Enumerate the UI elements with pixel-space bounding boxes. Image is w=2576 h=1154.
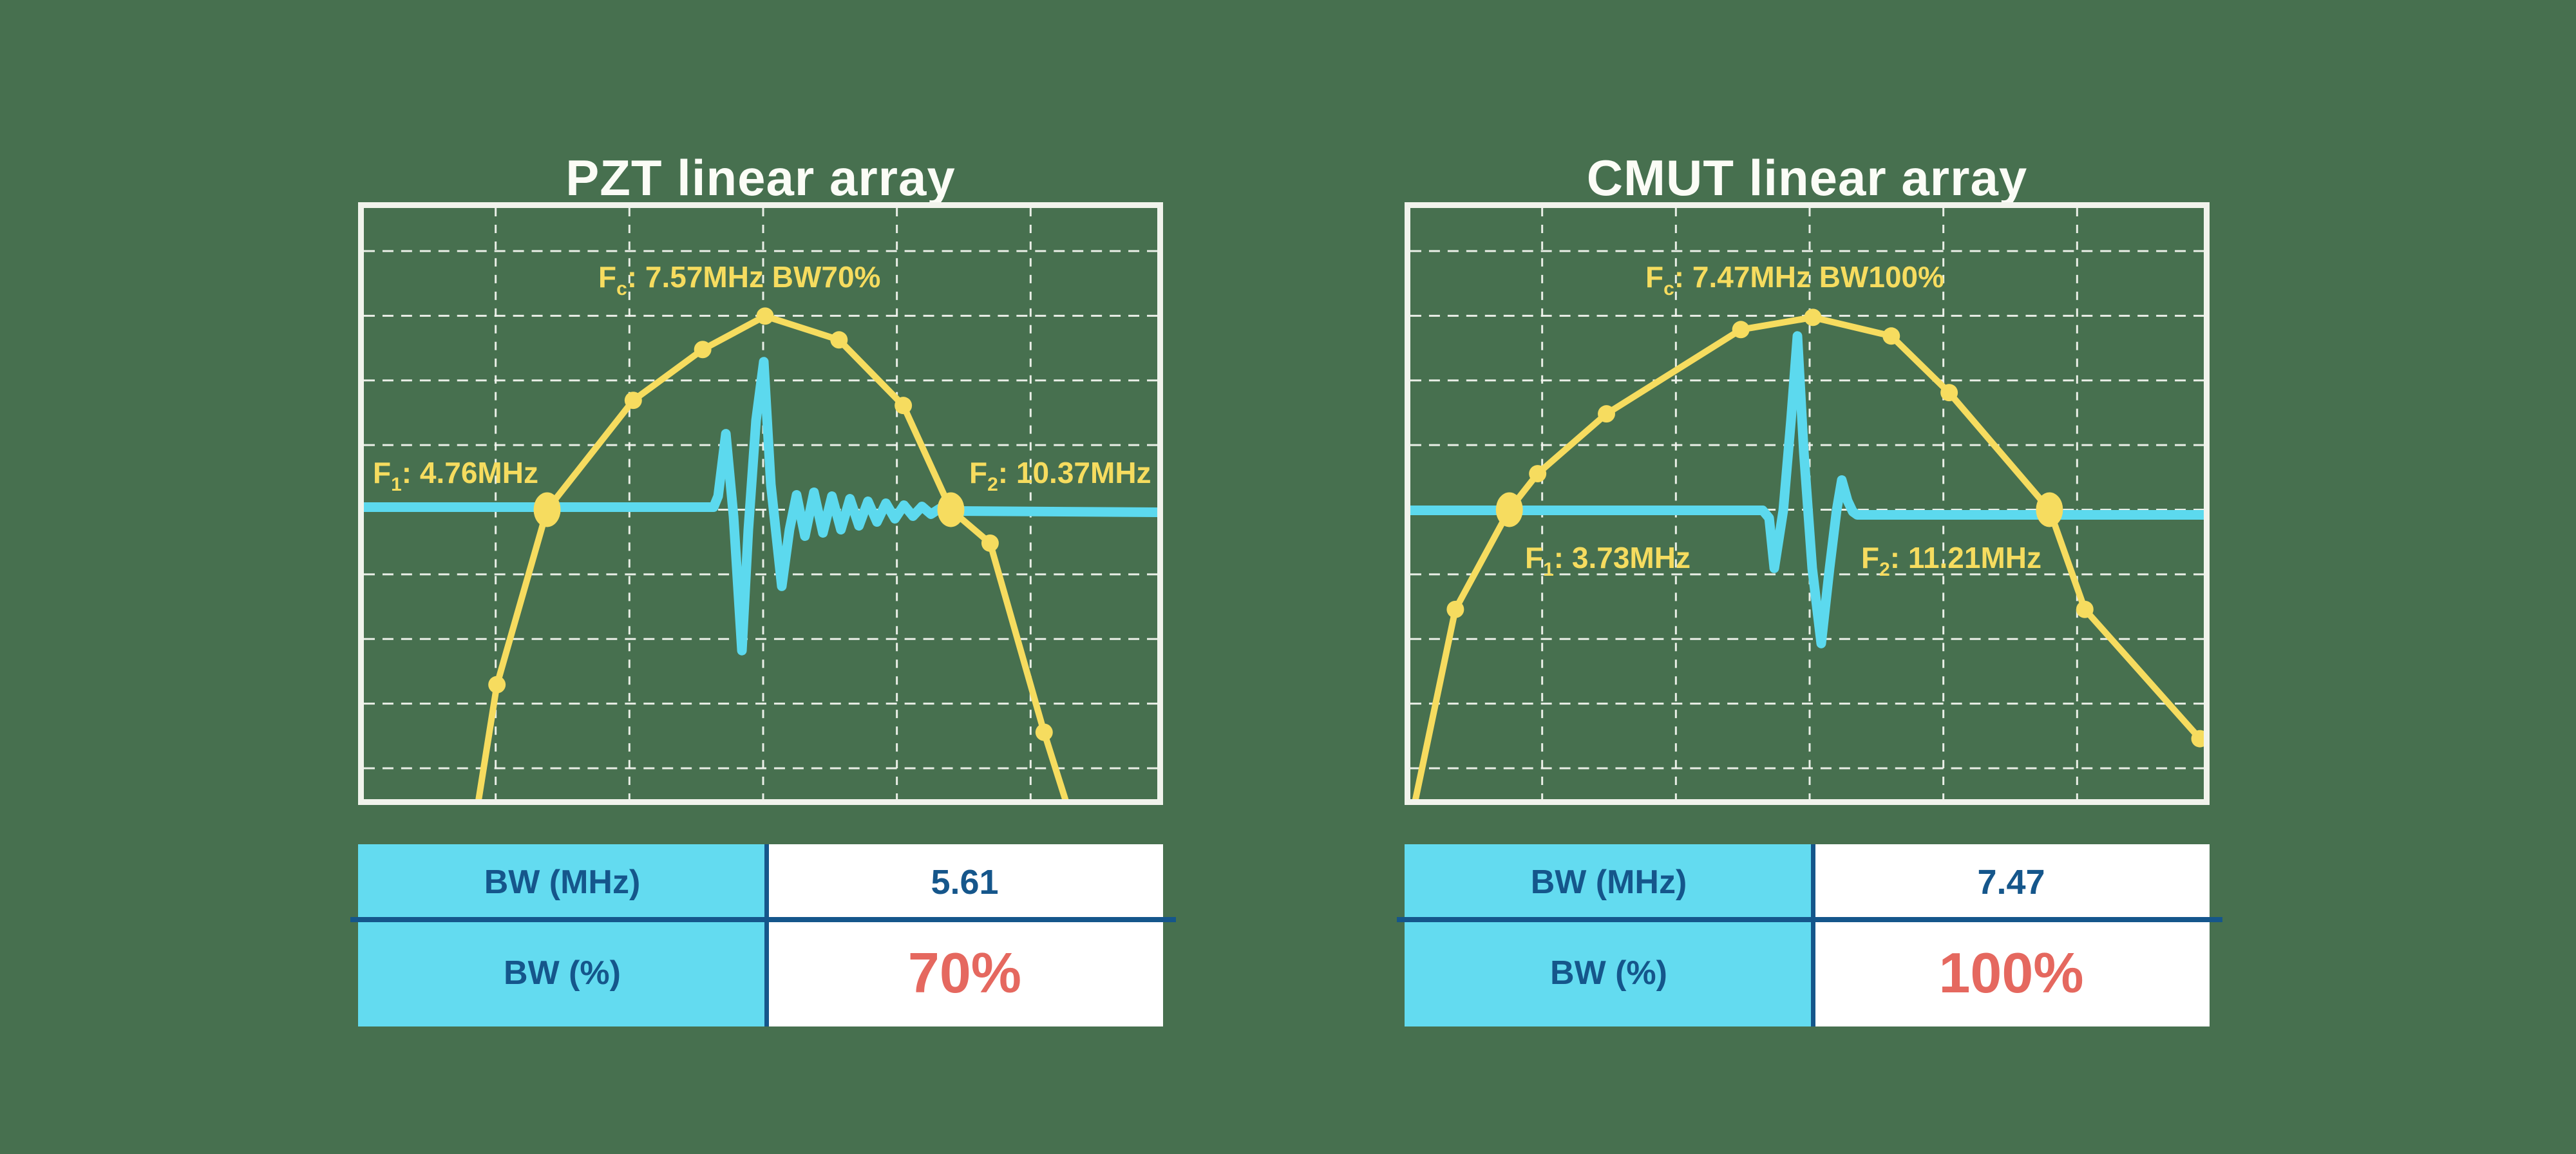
bw-mhz-value: 7.47: [1813, 844, 2210, 920]
cmut-fc-annotation: Fc: 7.47MHz BW100%: [1645, 260, 1945, 299]
bw-percent-label: BW (%): [358, 920, 766, 1026]
cmut-f1-annotation: F1: 3.73MHz: [1525, 541, 1690, 580]
f1-subscript: 1: [391, 474, 402, 495]
bw-percent-value: 70%: [766, 920, 1163, 1026]
pzt-bandwidth-table: BW (MHz) 5.61 BW (%) 70%: [350, 844, 1176, 1026]
spectrum-marker-dot: [1598, 405, 1615, 423]
crossing-marker-dot: [937, 492, 965, 527]
spectrum-marker-dot: [756, 307, 774, 325]
cmut-panel-title: CMUT linear array: [1586, 149, 2028, 206]
fc-value-text: : 7.47MHz BW100%: [1674, 260, 1945, 294]
crossing-marker-dot: [533, 492, 561, 527]
spectrum-curve: [475, 312, 1069, 799]
spectrum-marker-dot: [1804, 308, 1822, 326]
spectrum-marker-dot: [2076, 600, 2094, 618]
table-row: BW (%) 70%: [358, 920, 1163, 1026]
fc-symbol: F: [598, 260, 617, 294]
spectrum-marker-dot: [830, 331, 848, 349]
pzt-f2-annotation: F2: 10.37MHz: [969, 456, 1151, 495]
f2-subscript: 2: [987, 474, 998, 495]
pzt-spectrum-plot: [364, 208, 1157, 799]
crossing-marker-dot: [2036, 492, 2063, 527]
bw-mhz-label: BW (MHz): [1405, 844, 1813, 920]
pzt-chart: Fc: 7.57MHz BW70% F1: 4.76MHz F2: 10.37M…: [358, 202, 1163, 805]
spectrum-marker-dot: [1882, 327, 1900, 345]
fc-value-text: : 7.57MHz BW70%: [627, 260, 881, 294]
f1-value-text: : 4.76MHz: [401, 456, 538, 489]
table-row: BW (%) 100%: [1405, 920, 2210, 1026]
spectrum-marker-dot: [694, 341, 712, 359]
pzt-f1-annotation: F1: 4.76MHz: [373, 456, 538, 495]
f2-symbol: F: [969, 456, 988, 489]
f2-value-text: : 10.37MHz: [998, 456, 1151, 489]
spectrum-marker-dot: [1732, 321, 1750, 339]
bw-mhz-label: BW (MHz): [358, 844, 766, 920]
spectrum-marker-dot: [1529, 465, 1547, 483]
cmut-chart: Fc: 7.47MHz BW100% F1: 3.73MHz F2: 11.21…: [1405, 202, 2210, 805]
spectrum-marker-dot: [895, 397, 913, 415]
spectrum-marker-dot: [1035, 723, 1053, 741]
bw-percent-label: BW (%): [1405, 920, 1813, 1026]
pzt-fc-annotation: Fc: 7.57MHz BW70%: [598, 260, 881, 299]
pulse-waveform: [364, 357, 1157, 656]
table-column-divider: [1811, 844, 1815, 1026]
cmut-bandwidth-table: BW (MHz) 7.47 BW (%) 100%: [1397, 844, 2222, 1026]
spectrum-marker-dot: [1940, 384, 1958, 402]
f2-subscript: 2: [1879, 559, 1890, 580]
crossing-marker-dot: [1495, 492, 1523, 527]
spectrum-marker-dot: [981, 534, 999, 552]
pulse-waveform: [1410, 331, 2204, 648]
spectrum-marker-dot: [1446, 600, 1464, 618]
spectrum-curve: [1412, 314, 2204, 799]
fc-symbol: F: [1645, 260, 1664, 294]
table-row-divider: [350, 917, 1176, 922]
table-row-divider: [1397, 917, 2222, 922]
table-row: BW (MHz) 5.61: [358, 844, 1163, 920]
spectrum-marker-dot: [488, 676, 506, 694]
table-row: BW (MHz) 7.47: [1405, 844, 2210, 920]
f1-subscript: 1: [1543, 559, 1554, 580]
f2-symbol: F: [1861, 541, 1880, 574]
spectrum-marker-dot: [2191, 730, 2204, 748]
f2-value-text: : 11.21MHz: [1889, 541, 2042, 574]
f1-value-text: : 3.73MHz: [1553, 541, 1690, 574]
f1-symbol: F: [373, 456, 392, 489]
fc-subscript: c: [1663, 278, 1674, 299]
cmut-spectrum-plot: [1410, 208, 2204, 799]
f1-symbol: F: [1525, 541, 1544, 574]
fc-subscript: c: [616, 278, 627, 299]
table-column-divider: [764, 844, 769, 1026]
cmut-f2-annotation: F2: 11.21MHz: [1861, 541, 2042, 580]
spectrum-marker-dot: [624, 392, 642, 410]
pzt-panel-title: PZT linear array: [565, 149, 956, 206]
bw-percent-value: 100%: [1813, 920, 2210, 1026]
bw-mhz-value: 5.61: [766, 844, 1163, 920]
